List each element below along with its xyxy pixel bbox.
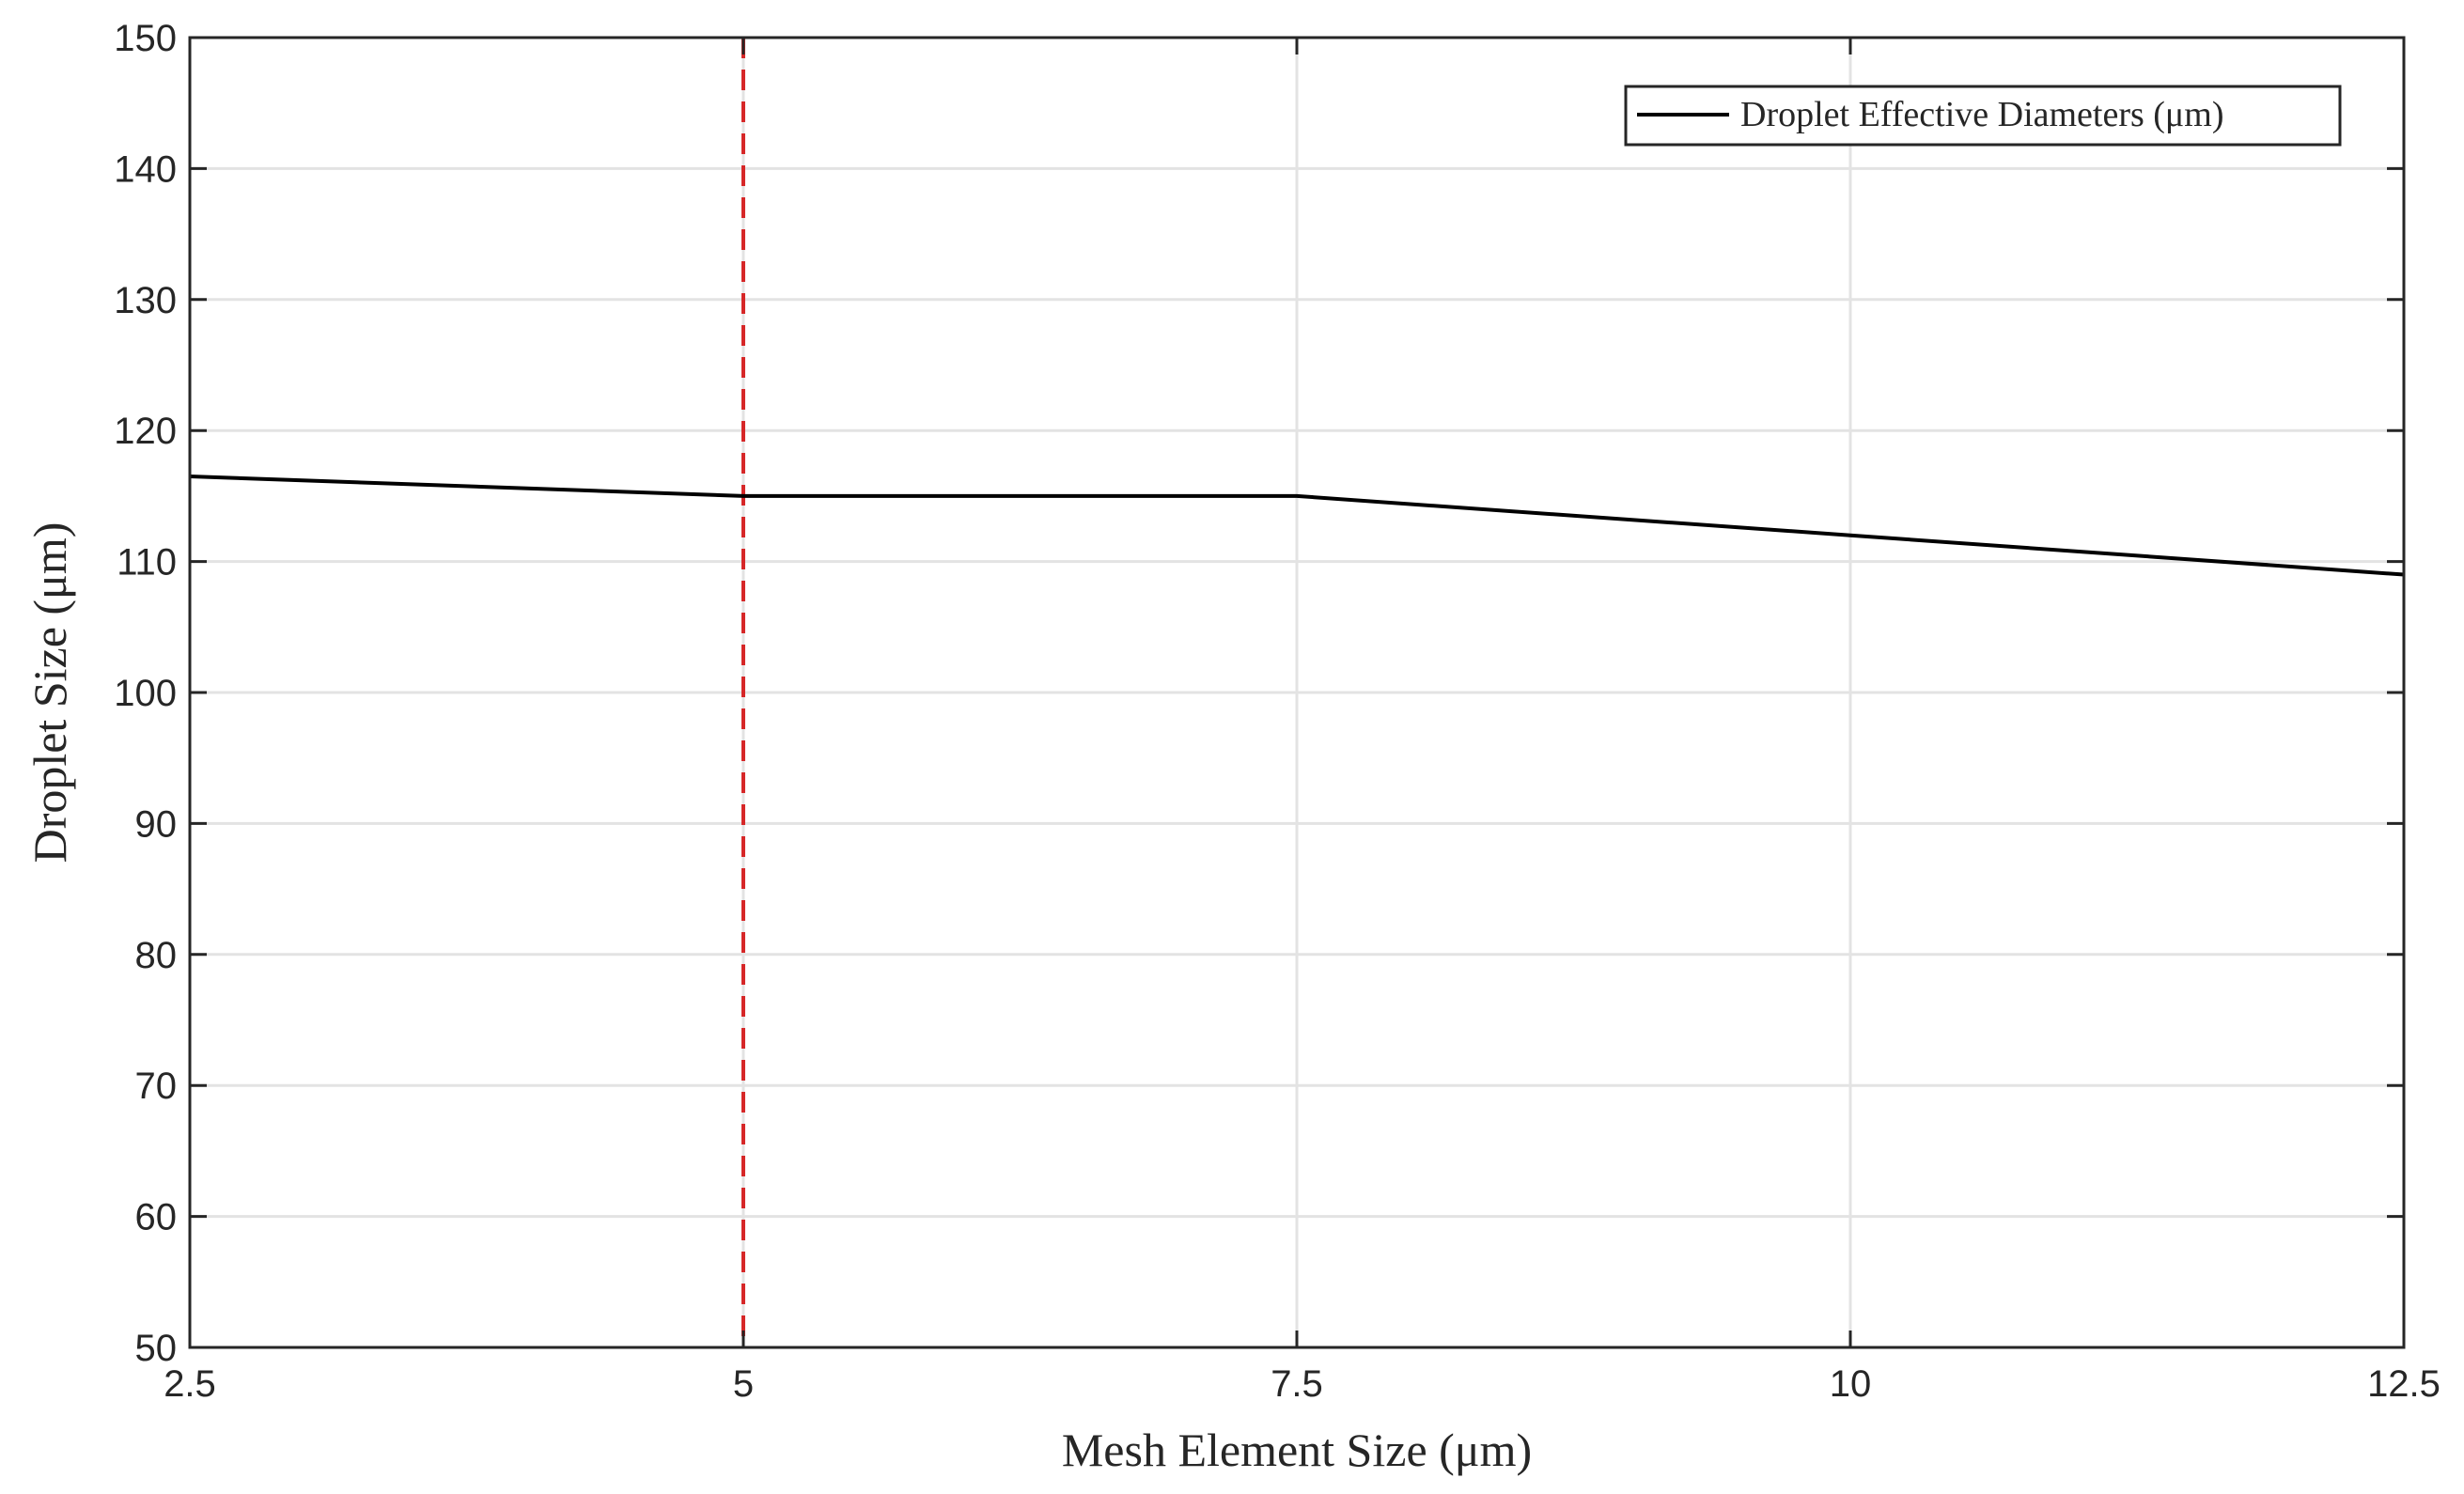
y-tick-label: 90 [135,803,178,845]
y-axis-ticks: 50 60 70 80 90 100 110 120 130 140 150 [114,18,2404,1369]
x-tick-label: 12.5 [2367,1363,2441,1405]
legend-box [1624,85,2342,147]
legend-entry-label: Droplet Effective Diameters (μm) [1740,95,2224,134]
x-axis-ticks: 2.5 5 7.5 10 12.5 [164,38,2441,1405]
y-tick-label: 60 [135,1197,178,1238]
y-axis-title: Droplet Size (μm) [23,522,76,864]
y-tick-label: 100 [114,673,177,714]
y-tick-label: 130 [114,280,177,321]
y-tick-label: 110 [117,542,177,584]
y-tick-label: 70 [135,1066,178,1107]
y-tick-label: 50 [135,1328,178,1369]
y-tick-label: 120 [114,411,177,452]
x-axis-title: Mesh Element Size (μm) [1062,1424,1532,1476]
legend: Droplet Effective Diameters (μm) [1624,85,2342,147]
x-tick-label: 5 [733,1363,754,1405]
x-tick-label: 7.5 [1271,1363,1323,1405]
y-tick-label: 140 [114,148,177,190]
x-tick-label: 10 [1830,1363,1872,1405]
y-tick-label: 80 [135,935,178,976]
y-tick-label: 150 [114,18,177,59]
x-tick-label: 2.5 [164,1363,216,1405]
y-gridlines [190,166,2404,1219]
